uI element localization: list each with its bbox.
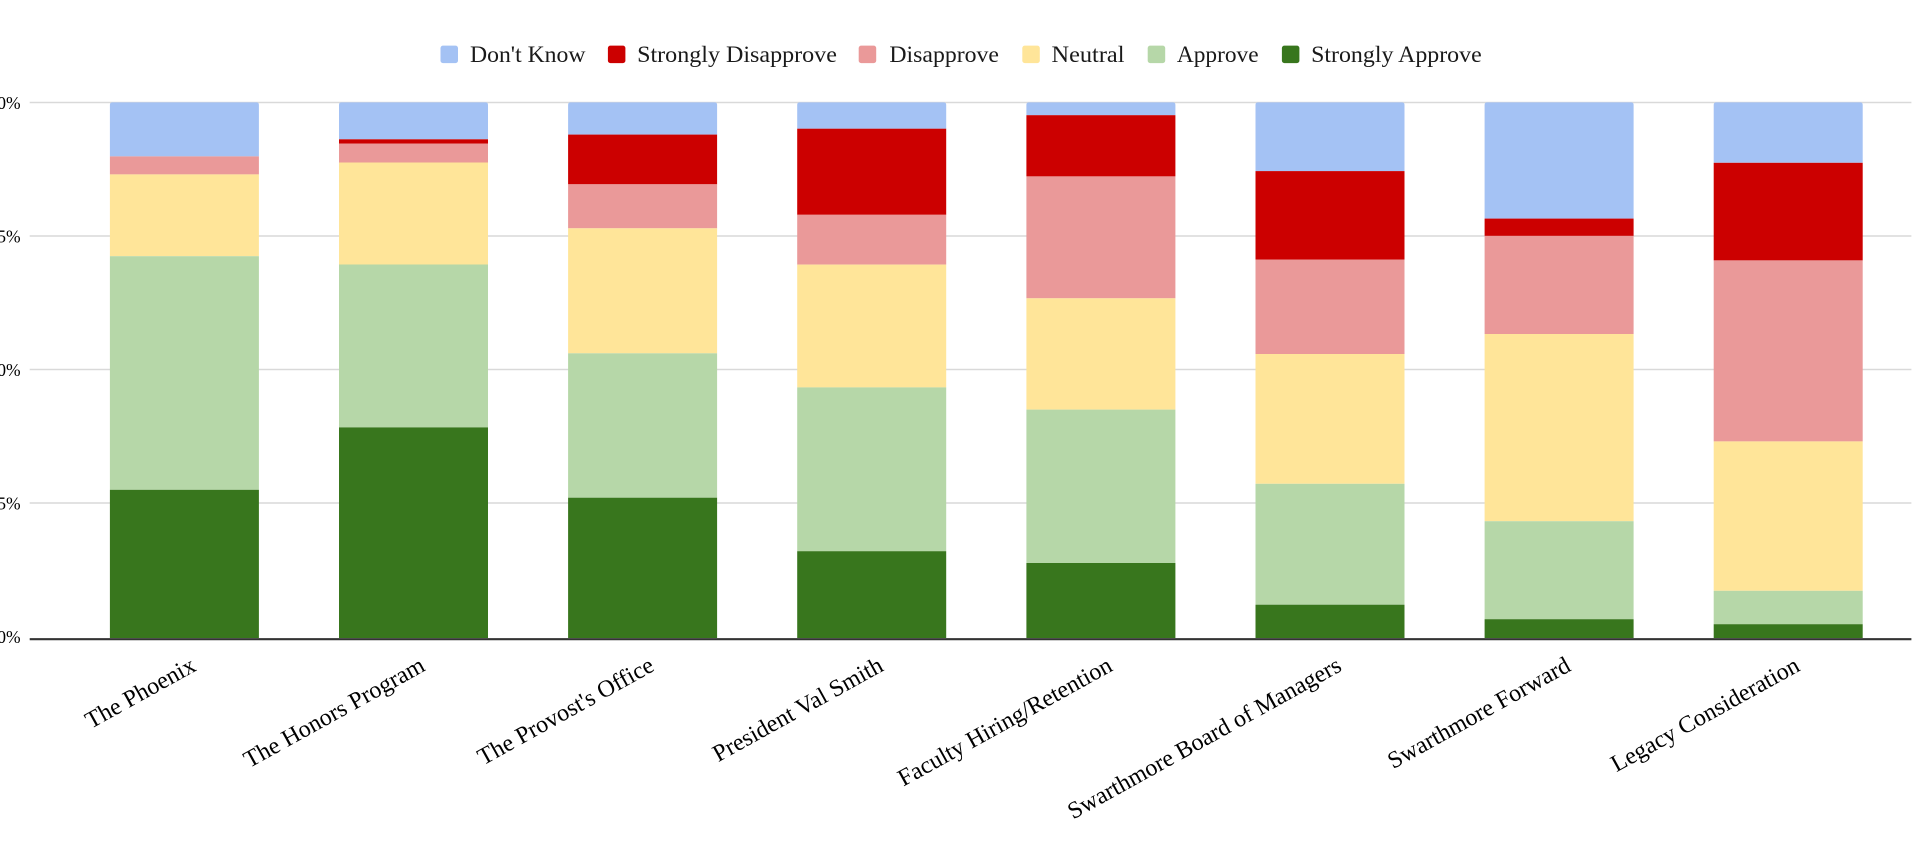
- svg-text:Disapprove: Disapprove: [889, 42, 999, 67]
- svg-text:Legacy Consideration: Legacy Consideration: [1607, 653, 1804, 778]
- svg-text:President Val Smith: President Val Smith: [709, 653, 888, 768]
- svg-text:Don't Know: Don't Know: [470, 42, 586, 67]
- svg-text:100%: 100%: [0, 93, 21, 113]
- svg-text:Strongly Approve: Strongly Approve: [1311, 42, 1482, 67]
- svg-text:50%: 50%: [0, 360, 21, 380]
- svg-text:0%: 0%: [0, 627, 21, 647]
- svg-text:Swarthmore Forward: Swarthmore Forward: [1383, 653, 1575, 775]
- svg-text:Neutral: Neutral: [1052, 42, 1125, 67]
- svg-text:25%: 25%: [0, 494, 21, 514]
- svg-text:Strongly Disapprove: Strongly Disapprove: [637, 42, 837, 67]
- svg-text:The Honors Program: The Honors Program: [240, 652, 430, 773]
- svg-text:The Phoenix: The Phoenix: [81, 653, 200, 735]
- svg-text:The Provost's Office: The Provost's Office: [473, 653, 658, 771]
- svg-text:Faculty Hiring/Retention: Faculty Hiring/Retention: [894, 653, 1117, 792]
- svg-text:Approve: Approve: [1177, 42, 1259, 67]
- svg-text:75%: 75%: [0, 227, 21, 247]
